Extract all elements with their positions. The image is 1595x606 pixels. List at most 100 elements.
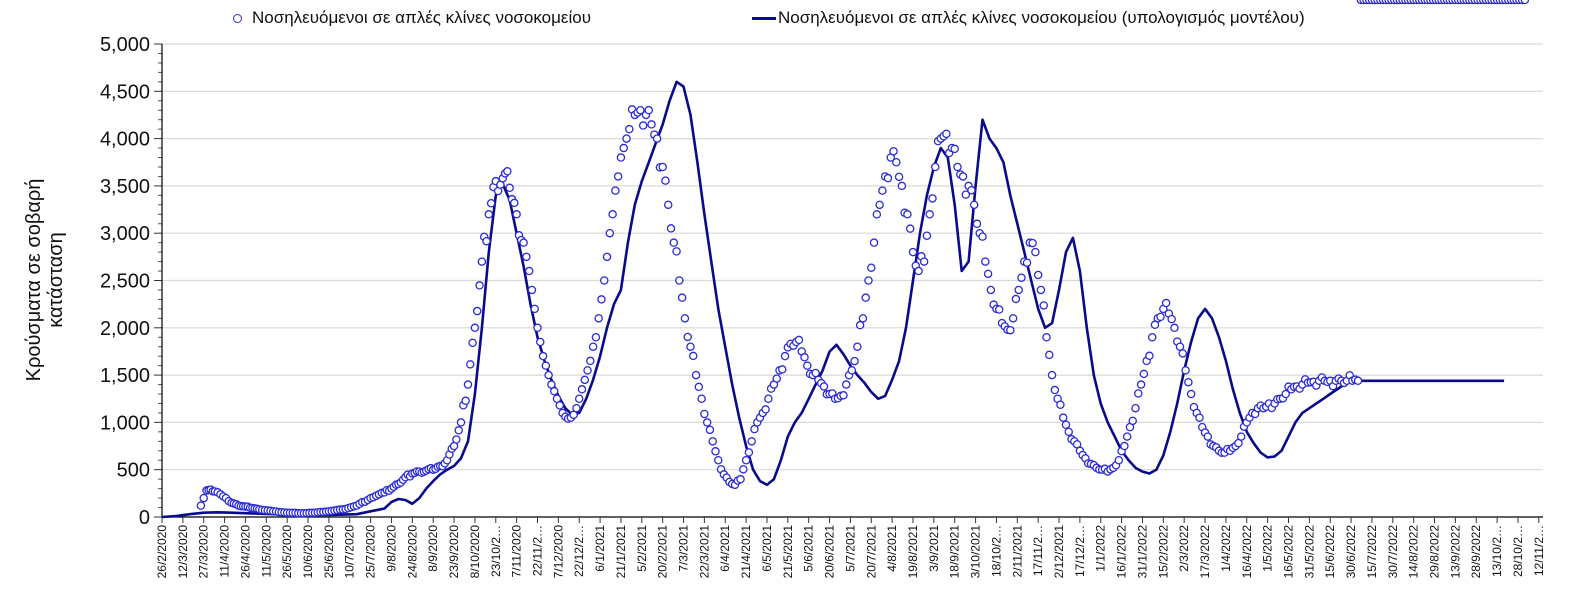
x-tick-label: 25/6/2020 [322,525,336,579]
data-point [889,147,898,156]
x-tick-label: 28/10/2… [1511,525,1525,577]
y-tick-label: 2,000 [100,318,150,340]
data-point [586,356,595,366]
data-point [594,314,603,323]
gridlines [162,43,1543,471]
data-point [981,257,990,266]
x-tick-label: 11/5/2020 [259,525,273,578]
data-point [544,370,553,380]
data-point [972,219,982,229]
data-point [780,351,790,361]
data-point [883,173,893,183]
x-tick-label: 26/4/2020 [238,525,252,579]
data-point [461,396,470,406]
data-point [1058,413,1068,422]
data-point [961,190,971,199]
data-point [482,236,491,246]
y-tick-label: 2,500 [100,271,150,293]
data-point [456,418,466,427]
x-tick-label: 26/5/2020 [280,525,294,579]
data-point [574,394,584,403]
data-point [669,238,679,247]
data-point [519,238,528,247]
data-point [691,370,701,380]
data-point [512,210,521,219]
x-tick-label: 16/5/2022 [1281,525,1295,579]
x-tick-label: 8/9/2020 [426,525,440,572]
x-tick-label: 6/1/2021 [593,525,607,572]
data-point [538,351,548,361]
data-point [1131,403,1140,413]
data-point [619,143,628,153]
data-point [919,257,929,266]
y-tick-label: 5,000 [100,34,150,56]
data-point [541,361,551,370]
x-tick-label: 20/2/2021 [656,525,670,579]
x-tick-label: 21/1/2021 [614,525,628,579]
legend-label-model: Νοσηλευόμενοι σε απλές κλίνες νοσοκομείο… [778,8,1305,27]
data-point [1047,370,1057,380]
data-point [747,437,756,446]
data-point [872,210,882,219]
data-point [892,157,901,167]
x-tick-label: 12/3/2020 [176,525,190,579]
legend-label-observed: Νοσηλευόμενοι σε απλές κλίνες νοσοκομείο… [252,8,592,27]
data-point [875,200,884,210]
data-point [739,465,748,474]
data-point [764,394,773,403]
data-point [694,382,704,392]
data-point [697,394,706,403]
x-tick-label: 2/11/2021 [1010,525,1024,578]
x-tick-label: 1/5/2022 [1261,525,1275,572]
data-point [855,320,865,330]
data-point [714,455,723,465]
data-point [625,124,634,134]
data-point [983,269,993,279]
data-point [463,380,473,389]
data-point [894,172,904,182]
data-point [1156,312,1165,322]
data-point [622,134,631,143]
data-point [705,425,715,435]
data-point [869,238,879,247]
x-tick-label: 17/3/2022 [1198,525,1212,579]
x-tick-label: 29/8/2022 [1428,525,1442,579]
data-point [811,368,820,378]
data-point [452,435,461,444]
data-point [555,401,565,410]
data-point [652,134,662,143]
data-point [1042,333,1051,342]
x-tick-label: 17/12/2… [1073,525,1087,577]
data-point [1064,427,1074,437]
data-point [1008,314,1018,323]
data-point [608,210,617,219]
data-point [1167,314,1176,324]
x-tick-label: 24/8/2020 [405,525,419,579]
x-tick-label: 10/6/2020 [301,525,315,579]
data-point [527,285,537,295]
data-point [850,356,859,366]
data-point [700,409,709,419]
data-point [1031,247,1040,257]
data-point [986,285,996,295]
data-point [1161,298,1171,308]
data-point [803,361,812,370]
x-tick-label: 28/9/2022 [1469,525,1483,579]
data-point [928,194,937,203]
data-point [486,198,496,208]
y-tick-label: 1,500 [100,365,150,387]
data-point [1170,323,1179,333]
data-point [522,252,531,262]
data-point [861,293,870,302]
data-point [702,418,712,427]
x-tick-label: 18/9/2021 [948,525,962,579]
x-tick-label: 23/9/2020 [447,525,461,579]
data-point [908,247,918,257]
x-tick-label: 16/4/2022 [1240,525,1254,579]
data-point [1139,369,1149,379]
x-tick-label: 18/10/2… [989,525,1003,577]
x-tick-label: 8/10/2020 [468,525,482,579]
chart-legend: Νοσηλευόμενοι σε απλές κλίνες νοσοκομείο… [0,8,1595,34]
data-point [454,426,463,435]
